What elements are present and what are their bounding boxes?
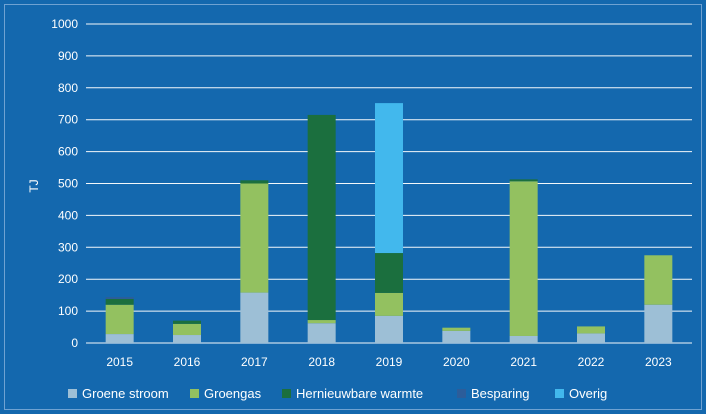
bar-segment — [307, 320, 336, 324]
y-tick-label: 1000 — [51, 17, 78, 31]
y-tick-label: 800 — [58, 81, 78, 95]
x-tick-label: 2020 — [443, 355, 470, 369]
bar-segment — [240, 183, 269, 293]
bar-segment — [105, 298, 134, 305]
bar-segment — [307, 114, 336, 321]
legend-entry: Overig — [569, 386, 607, 401]
x-tick-label: 2022 — [578, 355, 605, 369]
bar-segment — [173, 335, 201, 343]
x-tick-label: 2021 — [510, 355, 537, 369]
bar-segment — [577, 326, 605, 334]
x-axis-ticks: 2015 2016 2017 2018 2019 2020 2021 2022 2023 — [106, 355, 672, 369]
bar-segment — [105, 334, 134, 343]
legend-swatch — [190, 389, 199, 398]
bar-segment — [105, 297, 134, 299]
bar-segment — [173, 323, 201, 336]
bar-segment — [509, 181, 538, 336]
bar-segment — [644, 304, 673, 343]
y-axis-ticks: 0 100 200 300 400 500 600 700 800 900 1000 — [51, 17, 78, 350]
y-tick-label: 300 — [58, 240, 78, 254]
bar-segment — [442, 327, 471, 331]
chart-frame — [4, 4, 702, 410]
bar-segment — [509, 179, 538, 182]
bar-segment — [105, 304, 134, 335]
bar-segment — [442, 330, 471, 343]
bar-segment — [375, 253, 403, 293]
x-tick-label: 2015 — [106, 355, 133, 369]
bar-segment — [173, 320, 201, 324]
legend-swatch — [68, 389, 77, 398]
y-tick-label: 100 — [58, 304, 78, 318]
legend-entry: Groene stroom — [82, 386, 169, 401]
bar-segment — [375, 103, 403, 254]
legend-swatch — [282, 389, 291, 398]
legend-entry: Hernieuwbare warmte — [296, 386, 423, 401]
x-tick-label: 2018 — [308, 355, 335, 369]
bar-segment — [644, 255, 673, 305]
bar-segment — [509, 335, 538, 343]
y-tick-label: 0 — [71, 336, 78, 350]
y-tick-label: 200 — [58, 272, 78, 286]
bar-segment — [307, 323, 336, 343]
y-tick-label: 400 — [58, 208, 78, 222]
legend-entry: Besparing — [471, 386, 530, 401]
y-tick-label: 900 — [58, 49, 78, 63]
bar-segment — [577, 333, 605, 343]
y-tick-label: 600 — [58, 145, 78, 159]
bars — [105, 103, 673, 343]
legend: Groene stroom Groengas Hernieuwbare warmte… — [68, 386, 607, 401]
bar-segment — [375, 315, 403, 343]
y-tick-label: 700 — [58, 113, 78, 127]
y-axis-label: TJ — [27, 179, 41, 192]
bar-segment — [240, 292, 269, 343]
x-tick-label: 2017 — [241, 355, 268, 369]
x-tick-label: 2019 — [376, 355, 403, 369]
legend-swatch — [555, 389, 564, 398]
legend-entry: Groengas — [204, 386, 262, 401]
y-tick-label: 500 — [58, 177, 78, 191]
bar-segment — [375, 292, 403, 316]
x-tick-label: 2016 — [174, 355, 201, 369]
legend-swatch — [457, 389, 466, 398]
bar-segment — [240, 180, 269, 184]
x-tick-label: 2023 — [645, 355, 672, 369]
